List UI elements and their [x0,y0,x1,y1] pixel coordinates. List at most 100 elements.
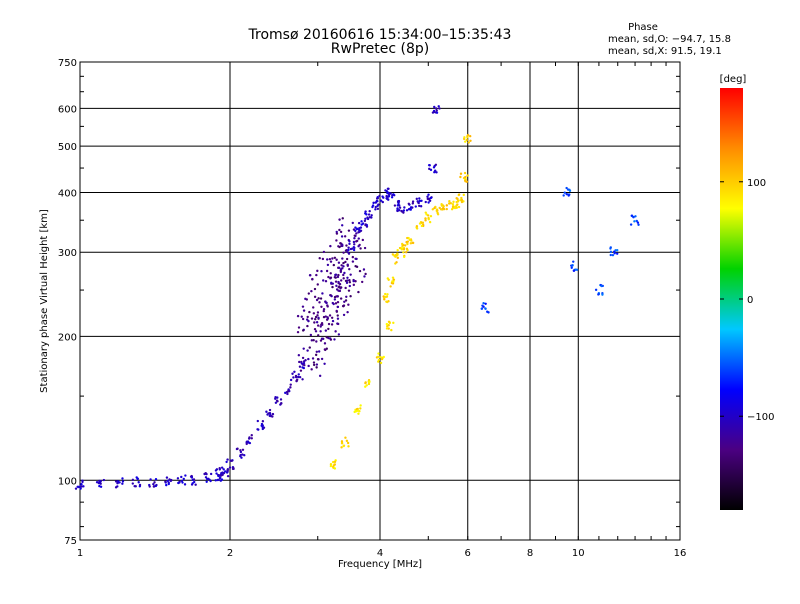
data-point [312,361,316,364]
data-point [459,175,462,179]
data-point [321,257,325,261]
data-point [563,191,566,194]
data-point [464,175,467,179]
data-point [310,339,314,342]
data-point [480,307,483,310]
data-point [376,355,380,359]
data-point [338,245,341,249]
data-point [424,200,427,204]
data-point [315,363,319,366]
data-point [341,244,344,248]
data-point [447,202,451,205]
data-point [316,314,319,317]
data-point [98,484,101,488]
data-point [308,310,311,314]
data-point [329,338,333,341]
data-point [343,300,346,304]
data-point [330,316,334,320]
data-point [424,219,427,222]
x-axis-label: Frequency [MHz] [338,559,422,570]
data-point [99,482,102,485]
data-point [379,199,383,202]
data-point [326,258,329,261]
data-point [214,479,217,482]
data-point [411,200,415,203]
data-point [301,317,305,321]
data-point [355,232,358,235]
data-point [316,283,319,286]
data-point [329,464,333,468]
y-tick-label: 600 [58,104,77,115]
data-point [594,288,598,292]
data-point [180,475,183,479]
data-point [301,305,305,308]
data-point [342,273,345,277]
data-point [247,437,251,440]
data-point [228,466,232,469]
data-point [307,357,310,361]
data-point [374,205,377,209]
data-point [466,174,469,177]
data-point [333,298,337,301]
data-point [442,205,445,208]
data-point [80,485,83,488]
data-point [289,378,293,382]
data-point [306,349,309,352]
data-point [348,267,351,271]
data-point [359,247,362,250]
data-point [403,244,407,247]
data-point [344,260,347,264]
data-point [377,203,380,206]
data-point [306,324,309,328]
x-tick-label: 1 [77,548,83,559]
data-point [330,281,333,285]
data-point [414,205,417,208]
data-point [445,207,448,211]
data-point [222,468,225,471]
data-point [328,314,332,317]
data-point [102,478,106,482]
data-point [464,140,467,143]
y-tick-label: 100 [58,476,77,487]
data-point [359,404,362,407]
data-point [138,483,142,487]
data-point [344,299,348,302]
data-point [337,280,340,284]
data-point [348,240,351,243]
data-point [386,191,389,195]
data-point [482,301,485,305]
chart-title: Tromsø 20160616 15:34:00–15:35:43 [248,27,512,43]
data-point [415,197,418,201]
data-point [349,273,352,276]
stats-heading: Phase [628,22,658,33]
data-point [312,363,316,367]
data-point [323,348,327,351]
data-point [332,464,336,467]
data-point [570,266,573,269]
data-point [274,401,278,404]
x-tick-label: 2 [227,548,233,559]
data-point [431,208,435,211]
data-point [329,260,333,263]
data-point [343,235,347,238]
stats-line-x: mean, sd,X: 91.5, 19.1 [608,46,722,57]
data-point [336,300,340,304]
data-point [326,305,329,308]
data-point [357,290,360,294]
data-point [313,327,317,331]
data-point [348,242,351,246]
data-point [346,310,349,314]
data-point [385,322,389,326]
data-point [286,392,289,396]
data-point [153,481,156,484]
data-point [405,240,408,244]
data-point [418,204,421,208]
data-point [386,187,390,191]
data-point [486,310,489,313]
data-points [74,105,640,490]
data-point [405,209,409,212]
data-point [326,317,330,320]
data-point [333,460,337,464]
data-point [572,269,576,272]
data-point [457,193,461,196]
